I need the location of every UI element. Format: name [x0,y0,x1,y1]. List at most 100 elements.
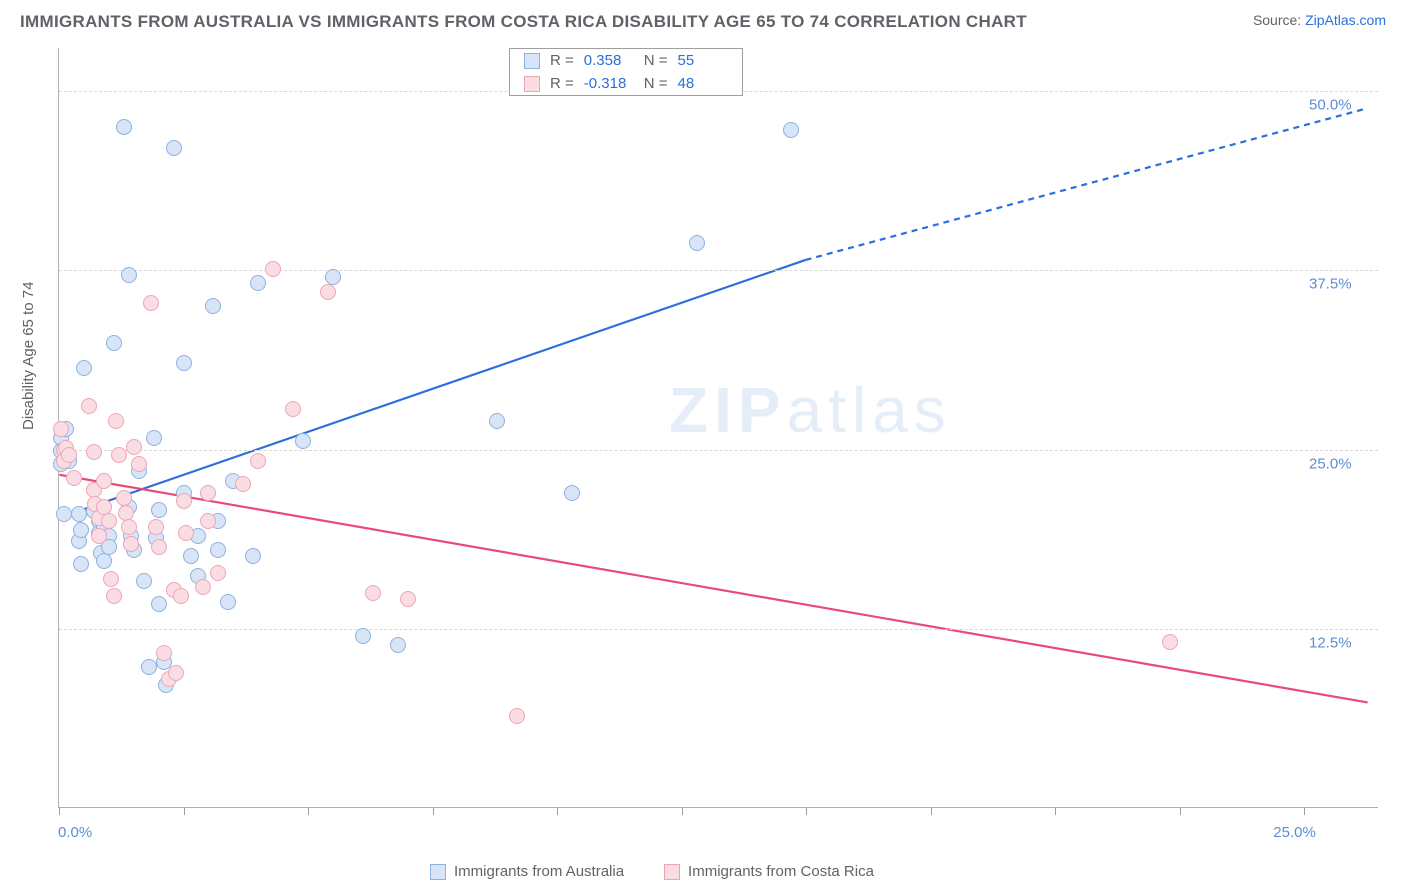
n-value: 48 [678,75,728,92]
trend-line-extension [806,108,1368,260]
scatter-point [168,665,184,681]
scatter-point [141,659,157,675]
scatter-point [151,596,167,612]
r-label: R = [550,75,574,92]
scatter-point [126,439,142,455]
scatter-point [66,470,82,486]
x-tick-mark [557,807,558,815]
scatter-point [205,298,221,314]
n-label: N = [644,52,668,69]
scatter-chart: ZIPatlas 12.5% 25.0% 37.5% 50.0% R = 0.358 N =… [58,48,1378,808]
series-legend-item: Immigrants from Australia [430,863,624,880]
scatter-point [489,413,505,429]
x-tick-mark [184,807,185,815]
gridline-horizontal [59,629,1378,630]
r-value: 0.358 [584,52,634,69]
y-tick-label: 25.0% [1309,455,1352,472]
scatter-point [131,456,147,472]
trend-line [59,475,1367,703]
scatter-point [210,565,226,581]
legend-swatch [664,864,680,880]
scatter-point [210,542,226,558]
scatter-point [265,261,281,277]
x-tick-mark [1304,807,1305,815]
scatter-point [101,513,117,529]
scatter-point [96,473,112,489]
scatter-point [91,528,107,544]
n-label: N = [644,75,668,92]
scatter-point [250,453,266,469]
x-tick-mark [682,807,683,815]
scatter-point [151,539,167,555]
x-tick-label: 25.0% [1273,824,1316,841]
scatter-point [103,571,119,587]
scatter-point [173,588,189,604]
chart-header: IMMIGRANTS FROM AUSTRALIA VS IMMIGRANTS … [0,0,1406,37]
scatter-point [176,493,192,509]
scatter-point [123,536,139,552]
scatter-point [146,430,162,446]
scatter-point [390,637,406,653]
x-tick-mark [806,807,807,815]
series-legend: Immigrants from Australia Immigrants from… [430,863,874,880]
r-value: -0.318 [584,75,634,92]
scatter-point [200,485,216,501]
x-tick-label: 0.0% [58,824,92,841]
scatter-point [73,556,89,572]
scatter-point [355,628,371,644]
legend-swatch [524,53,540,69]
correlation-legend: R =0.358N =55R =-0.318N =48 [509,48,743,96]
x-tick-mark [59,807,60,815]
scatter-point [148,519,164,535]
source-prefix: Source: [1253,12,1305,28]
r-label: R = [550,52,574,69]
x-tick-mark [931,807,932,815]
scatter-point [111,447,127,463]
scatter-point [564,485,580,501]
scatter-point [183,548,199,564]
scatter-point [295,433,311,449]
y-tick-label: 37.5% [1309,276,1352,293]
scatter-point [220,594,236,610]
source-attribution: Source: ZipAtlas.com [1253,12,1386,28]
correlation-legend-row: R =0.358N =55 [510,49,742,72]
scatter-point [178,525,194,541]
scatter-point [245,548,261,564]
scatter-point [71,506,87,522]
scatter-point [86,444,102,460]
scatter-point [176,355,192,371]
correlation-legend-row: R = -0.318 N = 48 [510,72,742,95]
legend-swatch [430,864,446,880]
series-legend-item: Immigrants from Costa Rica [664,863,874,880]
scatter-point [689,235,705,251]
scatter-point [195,579,211,595]
scatter-point [200,513,216,529]
chart-title: IMMIGRANTS FROM AUSTRALIA VS IMMIGRANTS … [20,12,1027,32]
scatter-point [151,502,167,518]
y-tick-label: 12.5% [1309,634,1352,651]
source-link[interactable]: ZipAtlas.com [1305,12,1386,28]
scatter-point [96,553,112,569]
scatter-point [136,573,152,589]
scatter-point [365,585,381,601]
scatter-point [116,119,132,135]
scatter-point [156,645,172,661]
watermark: ZIPatlas [669,373,952,447]
scatter-point [81,398,97,414]
x-tick-mark [308,807,309,815]
scatter-point [509,708,525,724]
scatter-point [250,275,266,291]
scatter-point [121,519,137,535]
scatter-point [166,140,182,156]
scatter-point [783,122,799,138]
scatter-point [76,360,92,376]
x-tick-mark [433,807,434,815]
gridline-horizontal [59,450,1378,451]
scatter-point [320,284,336,300]
scatter-point [61,447,77,463]
y-axis-label: Disability Age 65 to 74 [20,282,37,430]
legend-swatch [524,76,540,92]
y-tick-label: 50.0% [1309,97,1352,114]
trend-line [59,260,805,518]
trend-lines-layer [59,48,1378,807]
